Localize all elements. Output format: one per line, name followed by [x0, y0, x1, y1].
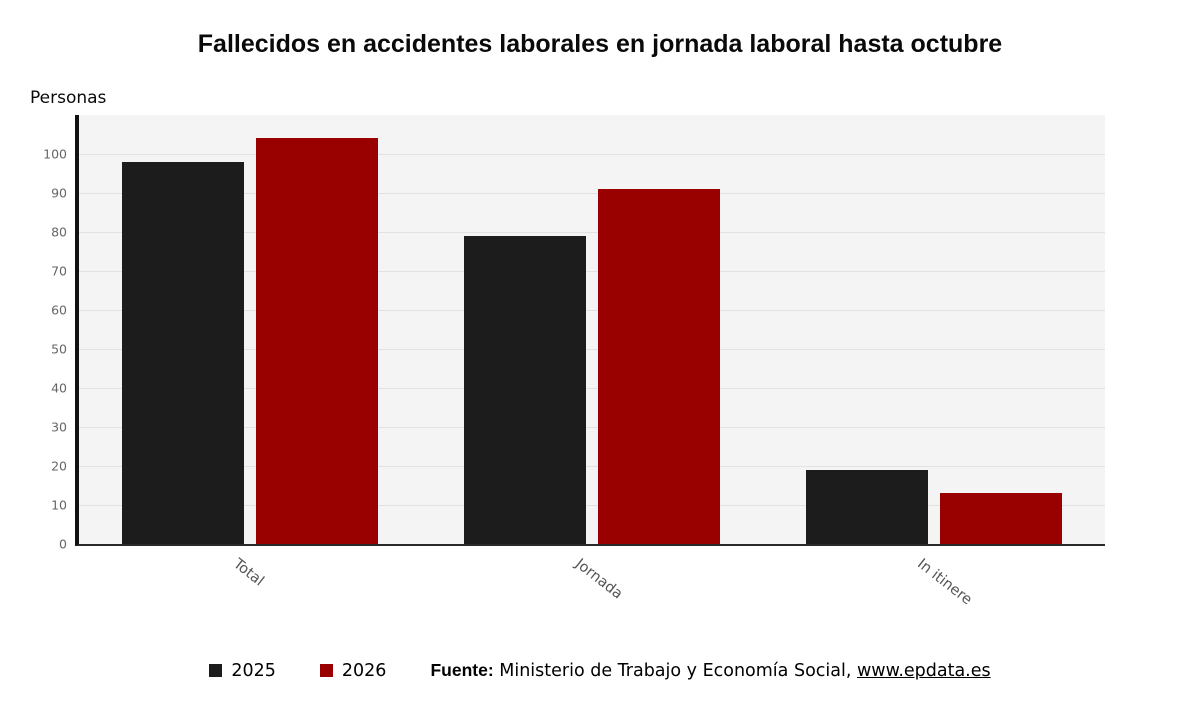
bar-2026-total[interactable] [256, 138, 378, 544]
legend-label: 2025 [231, 660, 276, 681]
y-tick-label: 10 [51, 497, 67, 513]
bar-2025-jornada[interactable] [464, 235, 586, 544]
plot-area: 0 10 20 30 40 50 60 70 80 90 100 Total Jornada In iti… [43, 115, 1105, 608]
y-tick-label: 40 [51, 380, 67, 396]
gridline [79, 193, 1105, 194]
legend-swatch-icon [209, 664, 223, 677]
source-text: Ministerio de Trabajo y Economía Social, [499, 661, 852, 681]
gridline [79, 154, 1105, 155]
x-tick-label: In itinere [914, 556, 975, 609]
y-tick-label: 70 [51, 263, 67, 279]
y-tick-label: 30 [51, 419, 67, 435]
y-tick-label: 90 [51, 185, 67, 201]
bar-2026-in-itinere[interactable] [940, 493, 1062, 544]
y-tick-label: 20 [51, 458, 67, 474]
source-label: Fuente: [430, 660, 494, 680]
bar-2025-in-itinere[interactable] [806, 469, 928, 544]
chart-footer: 2025 2026 Fuente: Ministerio de Trabajo y… [0, 660, 1200, 681]
gridline [79, 505, 1105, 506]
gridline [79, 310, 1105, 311]
gridline [79, 349, 1105, 350]
gridline [79, 271, 1105, 272]
y-tick-label: 60 [51, 302, 67, 318]
legend-swatch-icon [319, 664, 333, 677]
chart-title: Fallecidos en accidentes laborales en jo… [197, 30, 1003, 58]
bar-2025-total[interactable] [122, 161, 244, 544]
y-axis-title: Personas [30, 88, 107, 108]
legend-item-2025[interactable]: 2025 [209, 661, 276, 681]
gridline [79, 427, 1105, 428]
gridline [79, 466, 1105, 467]
y-tick-label: 0 [59, 536, 67, 552]
legend-item-2026[interactable]: 2026 [319, 660, 387, 681]
y-tick-label: 50 [51, 341, 67, 357]
source-link[interactable]: www.epdata.es [856, 661, 991, 681]
y-tick-label: 100 [43, 146, 67, 162]
bar-2026-jornada[interactable] [598, 189, 720, 544]
gridline [79, 388, 1105, 389]
y-tick-label: 80 [51, 224, 67, 240]
x-tick-label: Jornada [572, 556, 626, 603]
x-tick-label: Total [230, 556, 267, 590]
legend-label: 2026 [341, 660, 387, 681]
legend: 2025 2026 [209, 661, 386, 681]
gridline [79, 232, 1105, 233]
source-line: Fuente: Ministerio de Trabajo y Economía… [430, 660, 990, 681]
